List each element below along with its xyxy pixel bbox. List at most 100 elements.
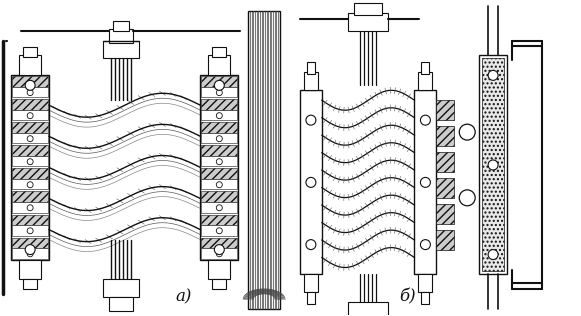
- Circle shape: [27, 159, 33, 165]
- Bar: [479, 55, 507, 275]
- Circle shape: [421, 240, 431, 250]
- Bar: [12, 202, 48, 212]
- Circle shape: [306, 240, 316, 250]
- Bar: [202, 100, 237, 110]
- Circle shape: [216, 228, 223, 234]
- Bar: [436, 230, 454, 250]
- Bar: [436, 126, 454, 146]
- Circle shape: [216, 90, 223, 96]
- Circle shape: [27, 228, 33, 234]
- Circle shape: [421, 177, 431, 187]
- Bar: [23, 279, 37, 289]
- Bar: [103, 279, 139, 297]
- Bar: [202, 110, 237, 120]
- Bar: [12, 248, 48, 258]
- Bar: [12, 133, 48, 143]
- Bar: [202, 87, 237, 97]
- Circle shape: [27, 251, 33, 257]
- Circle shape: [25, 245, 35, 255]
- Bar: [209, 259, 230, 279]
- Circle shape: [214, 245, 224, 255]
- Circle shape: [214, 80, 224, 90]
- Circle shape: [27, 113, 33, 118]
- Bar: [202, 191, 237, 202]
- Bar: [418, 275, 432, 292]
- Bar: [12, 179, 48, 190]
- Bar: [23, 47, 37, 58]
- Bar: [202, 202, 237, 212]
- Bar: [348, 13, 388, 31]
- Bar: [202, 238, 237, 248]
- Bar: [200, 75, 238, 259]
- Circle shape: [216, 159, 223, 165]
- Bar: [19, 55, 41, 75]
- Bar: [354, 3, 382, 15]
- Circle shape: [488, 250, 498, 259]
- Bar: [300, 90, 322, 275]
- Bar: [348, 302, 388, 316]
- Circle shape: [216, 251, 223, 257]
- Circle shape: [216, 182, 223, 188]
- Bar: [421, 292, 429, 304]
- Bar: [103, 40, 139, 58]
- Bar: [209, 55, 230, 75]
- Bar: [12, 122, 48, 133]
- Bar: [414, 90, 436, 275]
- Bar: [421, 63, 429, 74]
- Bar: [202, 225, 237, 235]
- Bar: [12, 110, 48, 120]
- Text: б): б): [400, 289, 416, 305]
- Circle shape: [459, 124, 475, 140]
- Text: a): a): [175, 289, 192, 305]
- Bar: [436, 204, 454, 224]
- Bar: [304, 275, 318, 292]
- Circle shape: [306, 177, 316, 187]
- Bar: [436, 178, 454, 198]
- Bar: [12, 191, 48, 202]
- Circle shape: [421, 115, 431, 125]
- Bar: [212, 279, 226, 289]
- Bar: [12, 76, 48, 87]
- Bar: [12, 168, 48, 179]
- Bar: [307, 63, 315, 74]
- Circle shape: [27, 182, 33, 188]
- Bar: [436, 152, 454, 172]
- Circle shape: [488, 160, 498, 170]
- Bar: [307, 292, 315, 304]
- Bar: [248, 11, 280, 309]
- Bar: [12, 215, 48, 225]
- Bar: [11, 75, 49, 259]
- Bar: [12, 238, 48, 248]
- Bar: [418, 72, 432, 90]
- Circle shape: [216, 205, 223, 211]
- Bar: [202, 168, 237, 179]
- Circle shape: [459, 190, 475, 206]
- Bar: [482, 58, 504, 271]
- Bar: [202, 122, 237, 133]
- Bar: [202, 248, 237, 258]
- Bar: [109, 28, 132, 43]
- Bar: [202, 145, 237, 156]
- Circle shape: [27, 90, 33, 96]
- Bar: [304, 72, 318, 90]
- Bar: [202, 215, 237, 225]
- Bar: [202, 156, 237, 167]
- Bar: [202, 133, 237, 143]
- Circle shape: [216, 136, 223, 142]
- Bar: [109, 297, 132, 311]
- Bar: [212, 47, 226, 58]
- Bar: [202, 179, 237, 190]
- Circle shape: [306, 115, 316, 125]
- Bar: [12, 87, 48, 97]
- Circle shape: [488, 70, 498, 80]
- Bar: [436, 100, 454, 120]
- Bar: [113, 21, 129, 31]
- Bar: [12, 100, 48, 110]
- Bar: [12, 145, 48, 156]
- Circle shape: [27, 136, 33, 142]
- Circle shape: [25, 80, 35, 90]
- Bar: [12, 225, 48, 235]
- Bar: [19, 259, 41, 279]
- Circle shape: [216, 113, 223, 118]
- Circle shape: [27, 205, 33, 211]
